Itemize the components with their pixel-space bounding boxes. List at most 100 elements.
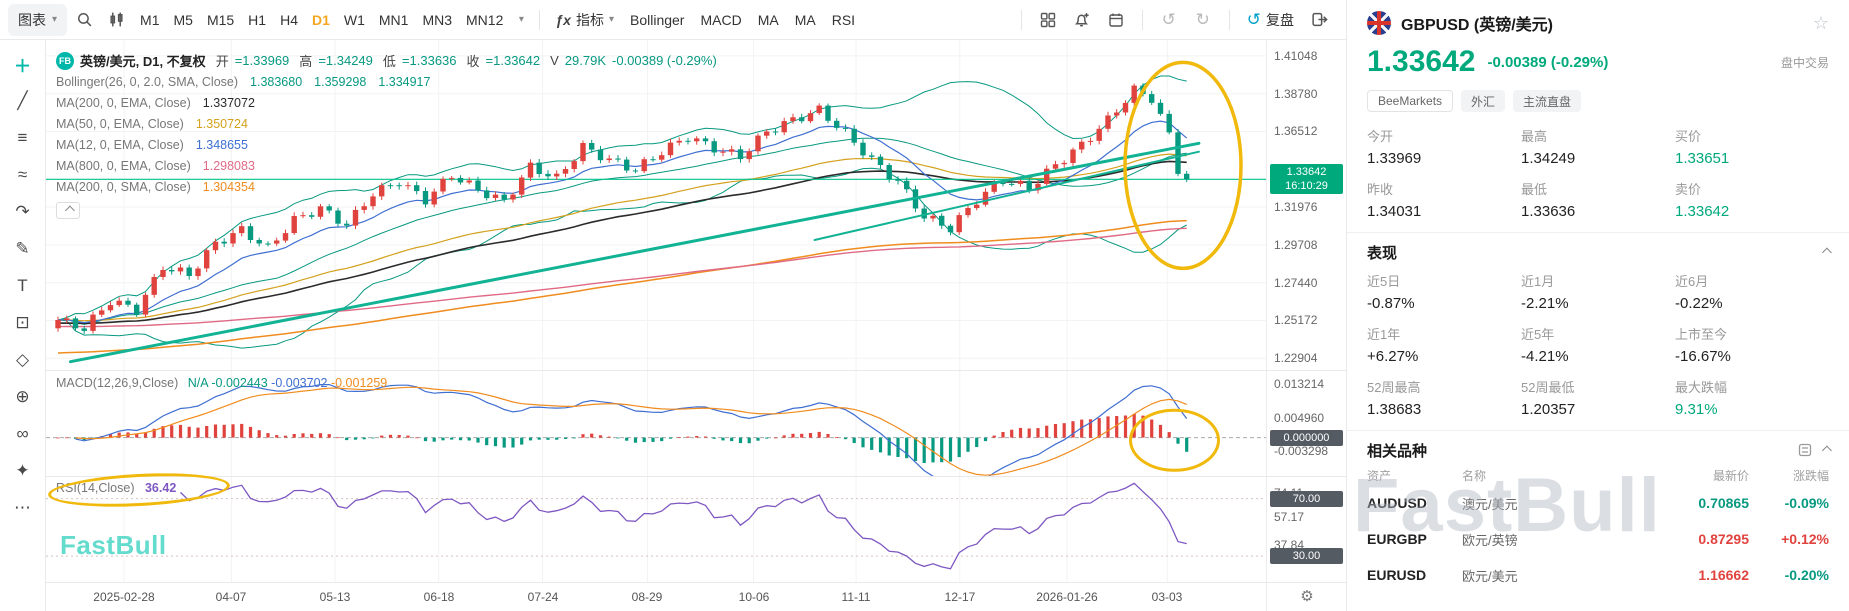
calendar-button[interactable] (1101, 6, 1131, 34)
chart-menu-button[interactable]: 图表 ▾ (8, 3, 68, 36)
timeframe-m1[interactable]: M1 (140, 11, 160, 28)
quote-sidebar: GBPUSD (英镑/美元) ☆ 1.33642 -0.00389 (-0.29… (1346, 0, 1849, 611)
symbol-tag[interactable]: 外汇 (1461, 90, 1506, 112)
overlay-value: 1.304354 (202, 179, 255, 194)
performance-label: 近5日 (1367, 274, 1401, 289)
redo-button[interactable]: ↻ (1188, 6, 1218, 34)
crosshair-tool-button[interactable]: ＋ (7, 50, 39, 78)
macd-axis-label: 0.013214 (1274, 377, 1325, 391)
search-button[interactable] (69, 6, 99, 34)
magic-tool-button[interactable]: ✦ (7, 457, 39, 485)
overlay-name: MA(200, 0, SMA, Close) (56, 179, 191, 194)
alert-button[interactable] (1067, 6, 1097, 34)
related-symbol: EURGBP (1367, 531, 1427, 547)
performance-label: 近5年 (1521, 327, 1555, 342)
replay-button[interactable]: ↺ 复盘 (1241, 6, 1300, 34)
fib-retracement-tool-button[interactable]: ≡ (7, 124, 39, 152)
time-axis-label: 2025-02-28 (93, 590, 155, 604)
toolbar-divider (1141, 9, 1143, 30)
related-price: 1.16662 (1698, 567, 1749, 583)
related-header-cell: 最新价 (1712, 469, 1749, 483)
layout-button[interactable] (1033, 6, 1063, 34)
related-symbol-row[interactable]: EURUSD 欧元/美元 1.16662 -0.20% (1367, 561, 1829, 589)
timeframe-more-button[interactable]: ▾ (512, 6, 530, 34)
shape-tool-icon: ◇ (15, 350, 30, 369)
timeframe-h1[interactable]: H1 (248, 11, 267, 28)
ohlc-label: 开 (215, 54, 229, 69)
related-symbol-row[interactable]: EURGBP 欧元/英镑 0.87295 +0.12% (1367, 525, 1829, 553)
legend-collapse-button[interactable] (56, 202, 80, 219)
chart-plot-area[interactable]: FB 英镑/美元, D1, 不复权开 =1.33969 高 =1.34249 低 =1.33… (46, 40, 1266, 611)
time-axis[interactable]: 2025-02-28 04-07 05-13 06-18 07-24 08-29 10-06… (46, 582, 1266, 611)
chevron-up-icon (1821, 445, 1832, 455)
sticker-tool-button[interactable]: ⊡ (7, 309, 39, 337)
text-tool-icon: T (17, 276, 28, 295)
symbol-legend-title: 英镑/美元, D1, 不复权 (80, 54, 206, 69)
zoom-in-tool-button[interactable]: ⊕ (7, 383, 39, 411)
timeframe-m5[interactable]: M5 (173, 11, 193, 28)
indicator-chip-macd-1[interactable]: MACD (700, 11, 742, 28)
indicators-button[interactable]: ƒx 指标 ▾ (549, 6, 620, 34)
related-header-cell: 资产 (1367, 469, 1392, 483)
macd-pane[interactable] (46, 371, 1266, 476)
divider (1347, 232, 1849, 233)
time-axis-label: 08-29 (631, 590, 663, 604)
main-price-pane[interactable] (46, 40, 1266, 370)
timeframe-d1[interactable]: D1 (311, 11, 330, 28)
rsi-axis-label: 57.17 (1274, 510, 1305, 524)
price-axis[interactable]: 1.33642 16:10:29 0.000000 70.00 30.00 ⚙ … (1266, 40, 1346, 611)
price-axis-label: 1.27440 (1274, 276, 1318, 290)
trendline-tool-button[interactable]: ╱ (7, 87, 39, 115)
list-icon[interactable] (1798, 443, 1812, 457)
symbol-tag[interactable]: 主流直盘 (1513, 90, 1582, 112)
text-tool-button[interactable]: T (7, 272, 39, 300)
candle-style-button[interactable] (101, 6, 131, 34)
stat-value: 1.33969 (1367, 150, 1422, 167)
measure-tool-icon: ∞ (16, 424, 29, 443)
measure-tool-button[interactable]: ∞ (7, 420, 39, 448)
ohlc-value: =1.33969 (234, 53, 290, 68)
timeframe-h4[interactable]: H4 (280, 11, 298, 28)
timeframe-mn1[interactable]: MN1 (378, 11, 409, 28)
timeframe-w1[interactable]: W1 (343, 11, 365, 28)
more-tools-icon: ⋯ (14, 498, 31, 517)
related-change: +0.12% (1781, 531, 1829, 547)
shape-tool-button[interactable]: ◇ (7, 346, 39, 374)
undo-button[interactable]: ↺ (1154, 6, 1184, 34)
symbol-legend-row: FB 英镑/美元, D1, 不复权开 =1.33969 高 =1.34249 低 =1.33… (56, 50, 717, 71)
performance-value: -4.21% (1521, 348, 1569, 365)
timeframe-mn3[interactable]: MN3 (422, 11, 453, 28)
indicator-chip-rsi-4[interactable]: RSI (831, 11, 856, 28)
symbol-tag[interactable]: BeeMarkets (1367, 90, 1454, 112)
stat-cell: 最低 1.33636 (1521, 179, 1675, 220)
timeframe-group: M1 M5 M15 H1 H4 D1 W1 MN1 MN3 MN12 (133, 8, 510, 32)
toolbar-right-cluster: ↺ ↻ ↺ 复盘 (1014, 6, 1334, 34)
overlay-legend-row: MA(200, 0, EMA, Close) 1.337072 (56, 92, 717, 113)
indicator-chip-ma-3[interactable]: MA (794, 11, 816, 28)
indicator-chip-bollinger-0[interactable]: Bollinger (629, 11, 685, 28)
more-tools-button[interactable]: ⋯ (7, 494, 39, 522)
indicator-chip-ma-2[interactable]: MA (757, 11, 779, 28)
sticker-tool-icon: ⊡ (15, 313, 30, 332)
pane-divider[interactable] (46, 476, 1346, 477)
related-section-header[interactable]: 相关品种 (1367, 441, 1832, 460)
macd-axis-label: 0.004960 (1274, 411, 1325, 425)
timeframe-m15[interactable]: M15 (206, 11, 235, 28)
export-button[interactable] (1304, 6, 1334, 34)
chart-region: FB 英镑/美元, D1, 不复权开 =1.33969 高 =1.34249 低 =1.33… (46, 40, 1346, 611)
related-symbol: AUDUSD (1367, 495, 1427, 511)
favorite-star-icon[interactable]: ☆ (1812, 12, 1829, 33)
performance-section-header[interactable]: 表现 (1367, 243, 1832, 262)
related-symbol-row[interactable]: AUDUSD 澳元/美元 0.70865 -0.09% (1367, 489, 1829, 517)
chart-settings-button[interactable]: ⚙ (1267, 587, 1347, 605)
quote-stats-grid: 今开 1.33969 最高 1.34249 买价 1.33651 昨收 1.34031 最低 1.… (1367, 126, 1829, 220)
wave-pattern-tool-button[interactable]: ≈ (7, 161, 39, 189)
divider (1347, 430, 1849, 431)
brush-tool-button[interactable]: ✎ (7, 235, 39, 263)
arc-tool-button[interactable]: ↷ (7, 198, 39, 226)
timeframe-mn12[interactable]: MN12 (466, 11, 504, 28)
macd-value: -0.002443 (211, 376, 268, 390)
rsi-pane[interactable] (46, 477, 1266, 582)
chevron-down-icon: ▾ (518, 14, 524, 25)
pane-divider[interactable] (46, 370, 1346, 371)
